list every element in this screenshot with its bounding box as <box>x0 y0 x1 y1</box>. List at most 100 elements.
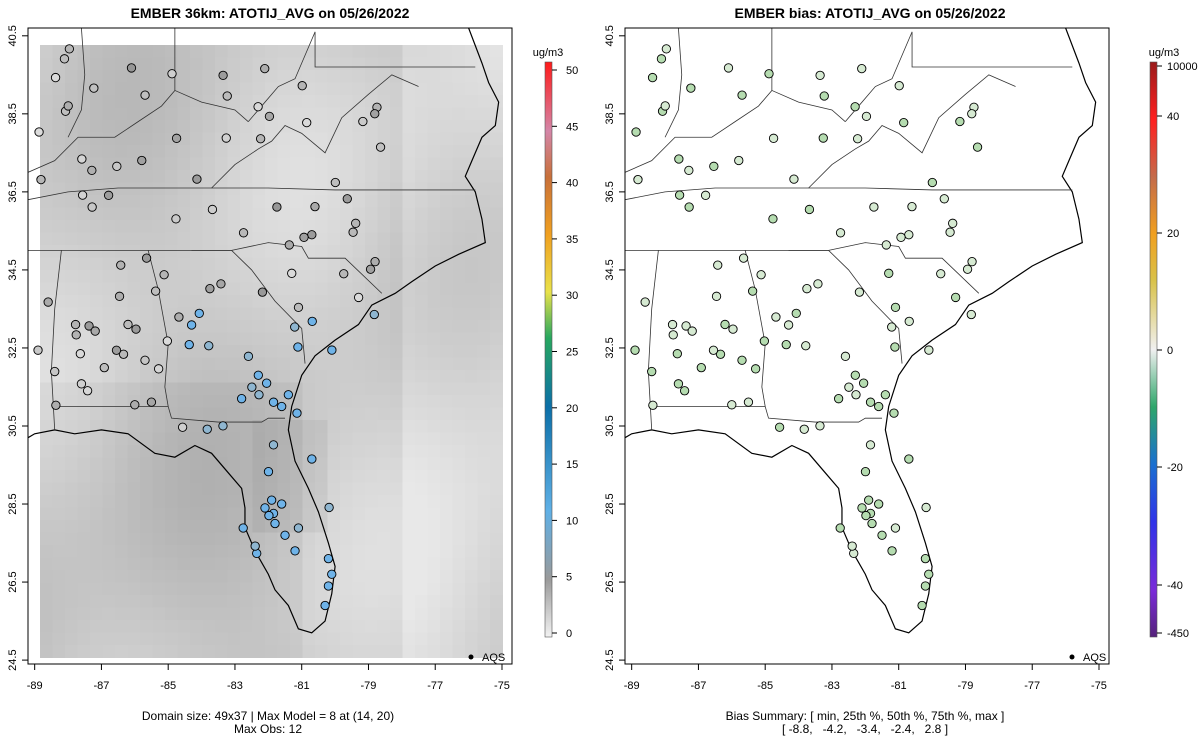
station-marker <box>280 530 290 540</box>
y-tick-label: 36.5 <box>604 181 616 202</box>
colorbar-tick-label: 50 <box>566 65 578 77</box>
aqs-legend-dot <box>468 654 474 660</box>
station-marker <box>819 91 829 101</box>
right-map-frame <box>624 27 1110 665</box>
station-marker <box>218 421 228 431</box>
station-marker <box>77 154 87 164</box>
station-marker <box>167 69 177 79</box>
station-marker <box>861 510 871 521</box>
bias-colorbar-tick-label: -20 <box>1167 462 1183 474</box>
station-marker <box>972 142 983 152</box>
station-marker <box>260 503 270 513</box>
state-boundary <box>211 74 419 189</box>
station-marker <box>667 319 678 330</box>
station-marker <box>84 321 94 331</box>
station-marker <box>75 349 85 359</box>
station-marker <box>661 44 672 54</box>
station-marker <box>153 364 164 374</box>
station-marker <box>684 165 694 176</box>
station-marker <box>253 102 263 112</box>
y-tick-label: 34.5 <box>7 259 19 280</box>
coastline <box>28 28 500 634</box>
station-marker <box>890 523 901 533</box>
bias-colorbar-tick-label: 10000 <box>1167 61 1198 73</box>
station-marker <box>857 503 867 513</box>
station-marker <box>247 382 257 392</box>
station-marker <box>174 312 184 322</box>
station-marker <box>759 336 769 346</box>
station-marker <box>76 379 87 389</box>
station-marker <box>881 240 891 250</box>
station-marker <box>146 397 157 407</box>
station-marker <box>709 161 719 171</box>
station-marker <box>948 218 958 228</box>
station-marker <box>112 161 122 171</box>
station-marker <box>750 364 761 374</box>
station-marker <box>140 355 150 365</box>
aqs-legend-label: AQS <box>482 652 505 664</box>
station-marker <box>77 190 88 200</box>
station-marker <box>270 518 280 529</box>
left-map-title: EMBER 36km: ATOTIJ_AVG on 05/26/2022 <box>130 5 410 21</box>
station-marker <box>927 177 937 188</box>
station-marker <box>880 390 891 400</box>
station-marker <box>850 102 860 112</box>
station-marker <box>82 386 93 396</box>
station-marker <box>186 320 197 330</box>
colorbar-tick-label: 0 <box>566 628 572 640</box>
station-marker <box>857 63 867 74</box>
station-marker <box>130 400 140 410</box>
station-marker <box>630 345 640 355</box>
station-marker <box>648 400 658 410</box>
colorbar-tick-label: 45 <box>566 121 578 133</box>
x-tick-label: -75 <box>494 680 510 692</box>
x-tick-label: -83 <box>824 680 840 692</box>
bias-observation-points <box>630 44 983 611</box>
y-tick-label: 40.5 <box>7 25 19 46</box>
station-marker <box>87 202 97 212</box>
right-map-title: EMBER bias: ATOTIJ_AVG on 05/26/2022 <box>734 5 1006 21</box>
station-marker <box>687 326 697 336</box>
station-marker <box>290 546 300 556</box>
station-marker <box>111 345 122 355</box>
station-marker <box>674 154 684 164</box>
station-marker <box>277 499 287 509</box>
y-tick-label: 38.5 <box>604 103 616 124</box>
station-marker <box>700 190 711 200</box>
station-marker <box>348 227 358 237</box>
state-boundary <box>314 31 476 68</box>
state-boundary <box>231 250 306 364</box>
station-marker <box>204 341 214 351</box>
station-marker <box>243 351 254 361</box>
state-boundary <box>647 250 659 430</box>
station-marker <box>840 351 851 361</box>
y-tick-label: 28.5 <box>604 493 616 514</box>
station-marker <box>904 230 914 240</box>
y-tick-label: 38.5 <box>7 103 19 124</box>
station-marker <box>260 63 270 74</box>
state-boundary <box>828 250 903 364</box>
station-marker <box>365 264 376 274</box>
colorbar-unit: ug/m3 <box>533 47 564 59</box>
station-marker <box>633 174 643 185</box>
station-marker <box>818 133 828 143</box>
bias-colorbar-ticks: 10000 40 20 0 -20 -40 -450 <box>1157 61 1198 640</box>
station-marker <box>216 279 226 289</box>
station-marker <box>723 63 734 73</box>
station-marker <box>253 370 263 380</box>
station-marker <box>221 133 231 143</box>
station-marker <box>299 232 309 242</box>
station-marker <box>715 349 726 359</box>
colorbar-tick-label: 30 <box>566 290 578 302</box>
station-marker <box>324 502 334 513</box>
station-marker <box>277 401 287 412</box>
state-boundary <box>651 406 883 423</box>
x-tick-label: -77 <box>427 680 443 692</box>
station-marker <box>287 268 297 278</box>
y-tick-label: 36.5 <box>7 181 19 202</box>
station-marker <box>207 204 218 215</box>
coastline-and-state-boundaries-bias <box>625 28 1097 634</box>
